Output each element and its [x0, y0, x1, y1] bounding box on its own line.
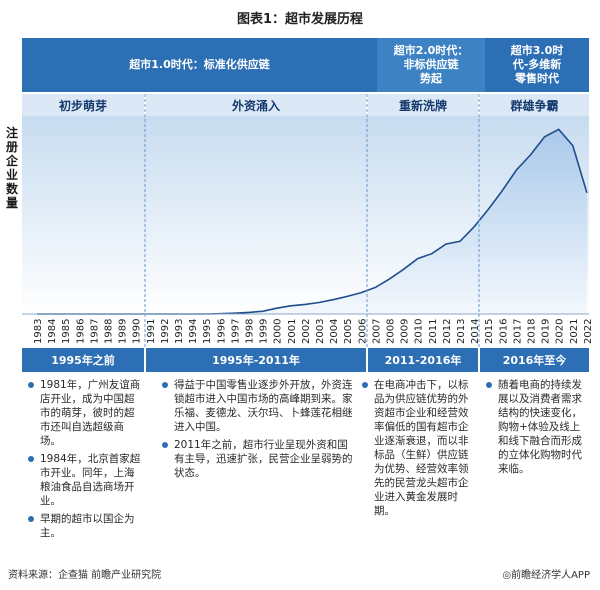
x-tick-label: 2016 [498, 319, 509, 344]
x-tick-label: 2012 [442, 319, 453, 344]
series-area [37, 129, 587, 314]
period-box-4: 2016年至今 [480, 348, 589, 372]
x-tick-label: 1998 [245, 319, 256, 344]
era-banner-1: 超市1.0时代：标准化供应链 [22, 38, 377, 92]
note-item: 2011年之前，超市行业呈现外资和国有主导，迅速扩张，民营企业呈弱势的状态。 [162, 438, 356, 480]
phase-label-2: 外资涌入 [146, 94, 366, 116]
x-tick-label: 2007 [371, 319, 382, 344]
x-tick-label: 1992 [160, 319, 171, 344]
x-tick-label: 2020 [555, 319, 566, 344]
x-tick-label: 2000 [273, 319, 284, 344]
x-tick-label: 2008 [386, 319, 397, 344]
x-tick-label: 2013 [456, 319, 467, 344]
note-item: 在电商冲击下，以标品为供应链优势的外资超市企业和经营效率偏低的国有超市企业逐渐衰… [362, 378, 472, 518]
note-item: 随着电商的持续发展以及消费者需求结构的快速变化，购物+体验及线上和线下融合而形成… [486, 378, 588, 476]
x-tick-label: 1989 [118, 319, 129, 344]
x-tick-label: 2021 [569, 319, 580, 344]
x-tick-label: 1985 [61, 319, 72, 344]
x-tick-label: 1999 [259, 319, 270, 344]
chart-svg: 1983 1984 1985 1986 1987 1988 1989 1990 1991 1992… [22, 94, 594, 348]
x-tick-label: 1994 [188, 319, 199, 344]
x-tick-label: 2014 [470, 319, 481, 344]
x-tick-label: 2010 [414, 319, 425, 344]
phase-label-1: 初步萌芽 [22, 94, 144, 116]
x-tick-label: 2003 [315, 319, 326, 344]
x-tick-label: 2006 [357, 319, 368, 344]
x-tick-label: 2022 [583, 319, 594, 344]
x-tick-label: 1987 [89, 319, 100, 344]
x-tick-label: 1984 [47, 319, 58, 344]
chart-title: 图表1：超市发展历程 [236, 12, 364, 27]
note-item: 1981年，广州友谊商店开业，成为中国超市的萌芽，彼时的超市还叫自选超级商场。 [28, 379, 141, 447]
era-banner-3: 超市3.0时 代-多维新 零售时代 [485, 38, 589, 92]
x-tick-label: 1986 [75, 319, 86, 344]
x-tick-label: 1988 [104, 319, 115, 344]
x-tick-label: 1983 [33, 319, 44, 344]
note-item: 得益于中国零售业逐步外开放，外资连锁超市进入中国市场的高峰期到来。家乐福、麦德龙… [162, 378, 356, 434]
phase-label-4: 群雄争霸 [480, 94, 589, 116]
note-item: 1984年，北京首家超市开业。同年，上海粮油食品自选商场开业。 [28, 453, 141, 507]
period-box-1: 1995年之前 [22, 348, 144, 372]
x-tick-label: 1997 [230, 319, 241, 344]
period-box-2: 1995年-2011年 [146, 348, 366, 372]
x-tick-label: 1996 [216, 319, 227, 344]
y-axis-label: 注册企业数量 [5, 126, 18, 210]
x-tick-label: 2011 [428, 319, 439, 344]
x-tick-label: 2017 [512, 319, 523, 344]
x-tick-label: 2015 [484, 319, 495, 344]
x-tick-label: 1990 [132, 319, 143, 344]
period-box-3: 2011-2016年 [368, 348, 478, 372]
x-tick-label: 2001 [287, 319, 298, 344]
brand-logo: ◎前瞻经济学人APP [502, 570, 590, 581]
x-tick-label: 2009 [400, 319, 411, 344]
source-note: 资料来源：企查猫 前瞻产业研究院 [8, 570, 162, 581]
notes-column-1: 1981年，广州友谊商店开业，成为中国超市的萌芽，彼时的超市还叫自选超级商场。 … [26, 378, 142, 544]
x-tick-label: 2004 [329, 319, 340, 344]
x-tick-label: 2018 [527, 319, 538, 344]
x-tick-label: 1993 [174, 319, 185, 344]
notes-column-4: 随着电商的持续发展以及消费者需求结构的快速变化，购物+体验及线上和线下融合而形成… [484, 378, 588, 480]
x-tick-label: 1995 [202, 319, 213, 344]
x-tick-label: 2019 [541, 319, 552, 344]
phase-label-3: 重新洗牌 [368, 94, 478, 116]
x-tick-label: 2002 [301, 319, 312, 344]
note-item: 早期的超市以国企为主。 [28, 512, 142, 540]
era-banner-2: 超市2.0时代： 非标供应链 势起 [377, 38, 485, 92]
x-tick-label: 2005 [343, 319, 354, 344]
notes-column-2: 得益于中国零售业逐步外开放，外资连锁超市进入中国市场的高峰期到来。家乐福、麦德龙… [160, 378, 356, 484]
x-tick-label: 1991 [146, 319, 157, 344]
notes-column-3: 在电商冲击下，以标品为供应链优势的外资超市企业和经营效率偏低的国有超市企业逐渐衰… [360, 378, 472, 522]
